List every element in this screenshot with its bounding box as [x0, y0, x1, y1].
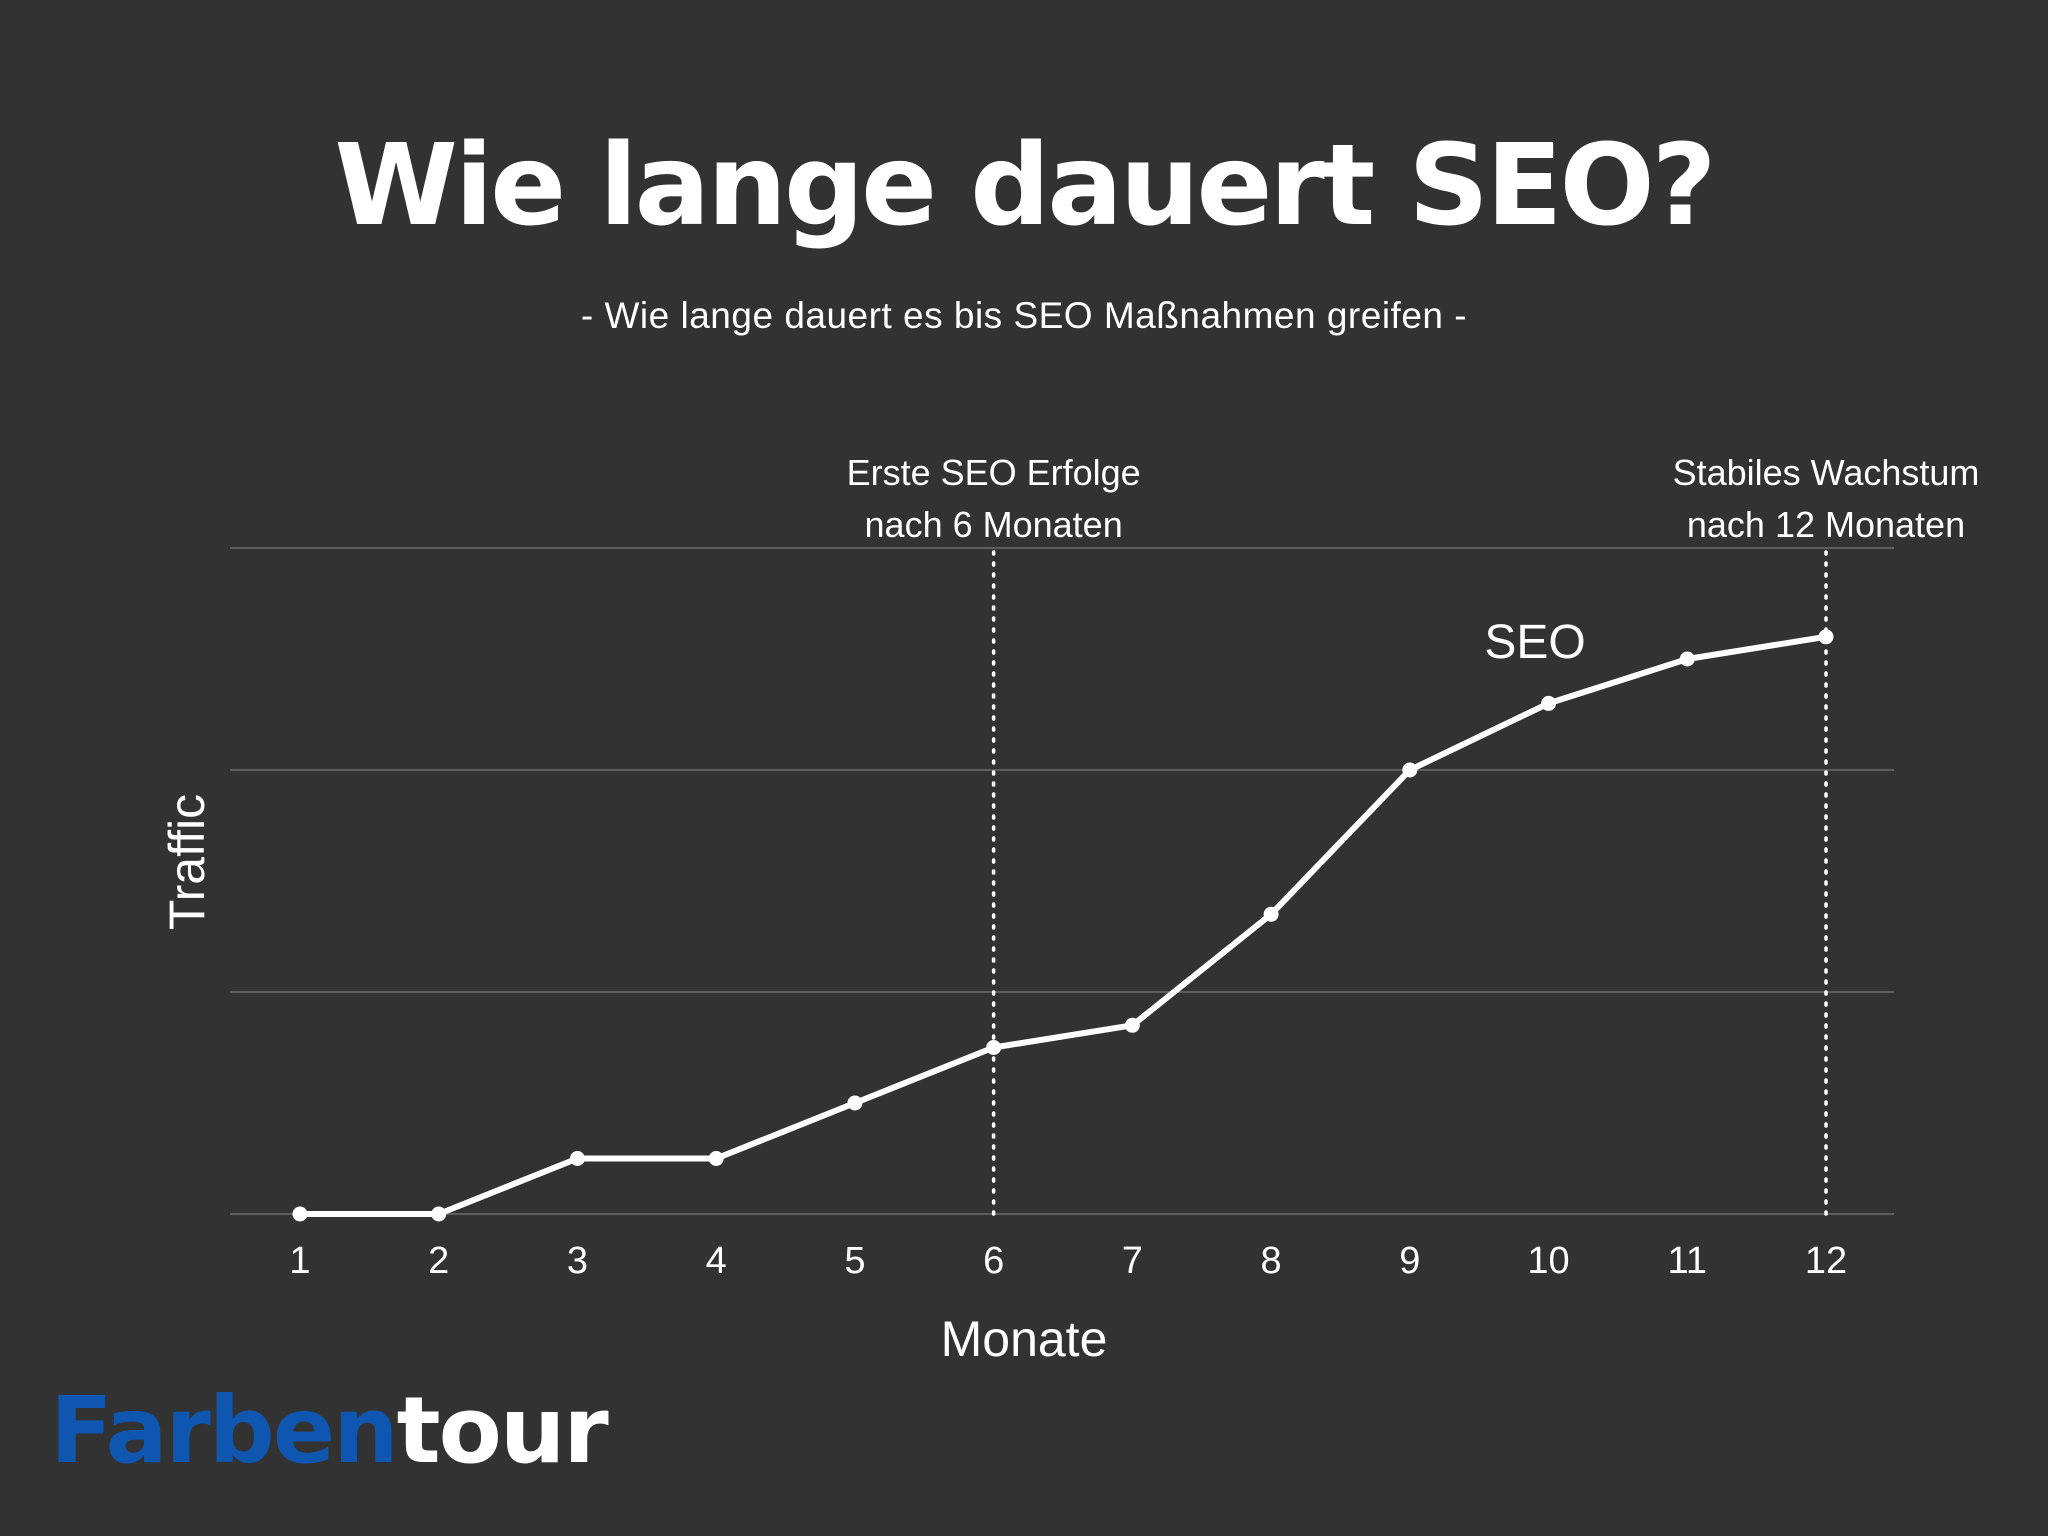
annotation-text: Stabiles Wachstum [1673, 452, 1980, 493]
x-tick-label: 7 [1122, 1240, 1143, 1282]
data-point [431, 1206, 447, 1222]
data-point [1541, 695, 1557, 711]
x-tick-label: 8 [1261, 1240, 1282, 1282]
annotations: Erste SEO Erfolge nach 6 Monaten Stabiles … [847, 452, 1980, 545]
x-tick-label: 1 [289, 1240, 310, 1282]
x-tick-label: 5 [844, 1240, 865, 1282]
data-point [1263, 906, 1279, 922]
page-subtitle: - Wie lange dauert es bis SEO Maßnahmen … [580, 295, 1468, 336]
series-label: SEO [1484, 616, 1585, 669]
x-tick-label: 12 [1805, 1240, 1847, 1282]
data-point [708, 1151, 724, 1166]
x-tick-label: 3 [567, 1240, 588, 1282]
series-line [297, 633, 1829, 1217]
data-point [569, 1151, 585, 1166]
data-point [1818, 629, 1834, 645]
data-point [1124, 1017, 1140, 1033]
logo-part-2: tour [396, 1377, 609, 1484]
page-title: Wie lange dauert SEO? [334, 121, 1716, 251]
data-point [1402, 762, 1418, 778]
data-point [847, 1095, 863, 1111]
annotation-text: Erste SEO Erfolge [847, 452, 1141, 493]
data-point [292, 1206, 308, 1222]
x-tick-label: 4 [706, 1240, 727, 1282]
x-tick-label: 6 [983, 1240, 1004, 1282]
grid-lines [230, 547, 1894, 1215]
milestone-lines [991, 550, 1828, 1218]
data-point [986, 1040, 1002, 1055]
x-tick-label: 10 [1527, 1240, 1569, 1282]
x-tick-label: 9 [1399, 1240, 1420, 1282]
y-axis-label: Traffic [159, 794, 215, 930]
x-axis-label: Monate [941, 1311, 1108, 1367]
farbentour-logo: Farbentour [50, 1385, 609, 1477]
series-layer [292, 629, 1834, 1222]
x-tick-labels: 1 2 3 4 5 6 7 8 9 10 11 12 [289, 1240, 1847, 1282]
logo-part-1: Farben [50, 1377, 399, 1484]
annotation-text: nach 12 Monaten [1687, 504, 1965, 545]
annotation-text: nach 6 Monaten [865, 504, 1123, 545]
x-tick-label: 2 [428, 1240, 449, 1282]
data-point [1679, 651, 1695, 667]
x-tick-label: 11 [1668, 1240, 1707, 1282]
